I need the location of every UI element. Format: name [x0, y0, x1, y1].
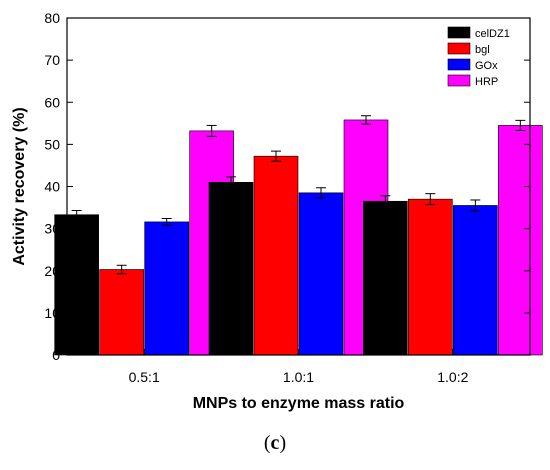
legend-swatch-HRP	[447, 74, 471, 87]
bar-celDZ1	[363, 200, 408, 356]
legend-swatch-GOx	[447, 58, 471, 71]
y-tick-label: 70	[44, 52, 60, 68]
y-tick-label: 20	[44, 263, 60, 279]
bar-bgl	[253, 155, 299, 356]
panel-label: (c)	[263, 432, 287, 454]
error-bars-layer	[71, 115, 526, 275]
x-axis-title: MNPs to enzyme mass ratio	[193, 395, 405, 412]
x-tick-label: 1.0:1	[283, 369, 314, 385]
legend: celDZ1 bgl GOx HRP	[447, 26, 510, 88]
legend-label-celDZ1: celDZ1	[475, 28, 510, 40]
bar-bgl	[99, 269, 144, 356]
y-tick-label: 30	[44, 221, 60, 237]
y-tick-label: 40	[44, 179, 60, 195]
bar-bgl	[408, 198, 453, 356]
y-tick-label: 0	[52, 347, 60, 363]
x-tick-label: 0.5:1	[129, 369, 160, 385]
bar-GOx	[144, 221, 189, 356]
x-tick-label: 1.0:2	[437, 369, 468, 385]
bars-layer	[54, 119, 543, 356]
legend-label-bgl: bgl	[475, 44, 490, 56]
y-tick-label: 50	[44, 136, 60, 152]
y-tick-label: 10	[44, 305, 60, 321]
legend-label-HRP: HRP	[475, 76, 498, 88]
panel-label-letter: c	[270, 432, 280, 454]
y-axis-title: Activity recovery (%)	[11, 107, 28, 265]
legend-label-GOx: GOx	[475, 60, 498, 72]
x-axis: 0.5:1 1.0:1 1.0:2	[129, 349, 469, 385]
y-tick-label: 80	[44, 10, 60, 26]
y-tick-label: 60	[44, 94, 60, 110]
bar-GOx	[453, 205, 498, 356]
bar-HRP	[498, 125, 543, 356]
bar-celDZ1	[208, 181, 254, 356]
legend-swatch-bgl	[447, 42, 471, 55]
bar-GOx	[298, 192, 344, 356]
bar-celDZ1	[54, 214, 99, 356]
y-axis: 0 10 20 30 40 50 60 70 80	[44, 10, 530, 363]
legend-swatch-celDZ1	[447, 26, 471, 39]
